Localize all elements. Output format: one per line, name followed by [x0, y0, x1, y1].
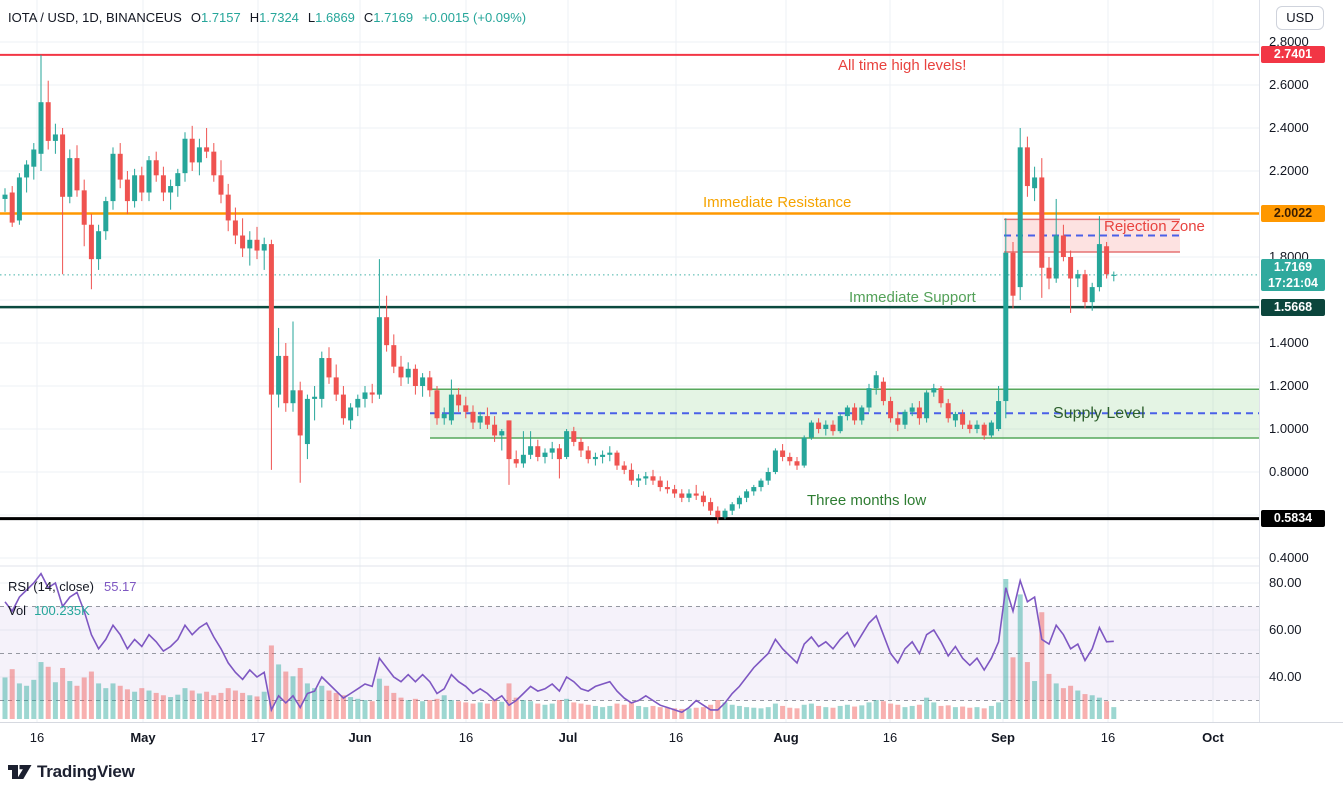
price-level-badge: 2.0022 [1261, 205, 1325, 223]
symbol-title[interactable]: IOTA / USD, 1D, BINANCEUS [8, 10, 182, 25]
change-value: +0.0015 (+0.09%) [422, 10, 527, 25]
rsi-value: 55.17 [103, 579, 137, 594]
rsi-legend-row[interactable]: RSI (14, close) 55.17 [8, 575, 137, 599]
time-tick: Jul [558, 730, 578, 745]
time-tick: May [130, 730, 156, 745]
ohlc-low-value: 1.6869 [315, 10, 355, 25]
price-axis[interactable]: 2.8000 2.6000 2.4000 2.2000 1.8000 1.4000 1.20… [1259, 0, 1343, 750]
ohlc-open-label: O [190, 10, 201, 25]
rsi-tick: 40.00 [1269, 669, 1302, 684]
time-tick: 16 [668, 730, 684, 745]
ohlc-open-value: 1.7157 [200, 10, 241, 25]
time-tick: Oct [1202, 730, 1224, 745]
price-tick: 1.2000 [1269, 378, 1309, 393]
price-tick: 0.8000 [1269, 464, 1309, 479]
rsi-tick: 80.00 [1269, 575, 1302, 590]
time-tick: 17 [250, 730, 266, 745]
immediate-support-label[interactable]: Immediate Support [849, 289, 976, 306]
price-tick: 1.4000 [1269, 335, 1309, 350]
tradingview-logo[interactable]: TradingView [8, 762, 135, 782]
price-tick: 0.4000 [1269, 550, 1309, 565]
price-level-badge: 0.5834 [1261, 510, 1325, 528]
time-tick: 16 [882, 730, 898, 745]
rejection-zone-label[interactable]: Rejection Zone [1104, 218, 1205, 235]
price-level-badge: 1.5668 [1261, 298, 1325, 316]
ath-label[interactable]: All time high levels! [838, 57, 967, 74]
bar-countdown: 17:21:04 [1267, 275, 1319, 290]
price-tick: 2.6000 [1269, 77, 1309, 92]
time-tick: Jun [348, 730, 372, 745]
time-tick: 16 [458, 730, 474, 745]
volume-legend-row[interactable]: Vol 100.235K [8, 599, 137, 623]
ohlc-high-value: 1.7324 [259, 10, 299, 25]
price-level-badge: 2.7401 [1261, 46, 1325, 64]
supply-level-label[interactable]: Supply Level [1053, 405, 1145, 422]
symbol-legend: IOTA / USD, 1D, BINANCEUS O1.7157 H1.7324 L… [8, 10, 526, 25]
price-tick: 1.0000 [1269, 421, 1309, 436]
currency-toggle-button[interactable]: USD [1276, 6, 1324, 30]
immediate-resistance-label[interactable]: Immediate Resistance [703, 194, 852, 211]
time-tick: 16 [1100, 730, 1116, 745]
time-tick: Aug [773, 730, 799, 745]
current-price-badge: 1.7169 17:21:04 [1261, 258, 1325, 291]
price-tick: 2.8000 [1269, 34, 1309, 49]
price-tick: 2.4000 [1269, 120, 1309, 135]
ohlc-low-label: L [307, 10, 316, 25]
tradingview-logo-icon [8, 764, 32, 779]
volume-label[interactable]: Vol [8, 603, 27, 618]
rsi-tick: 60.00 [1269, 622, 1302, 637]
ohlc-close-value: 1.7169 [373, 10, 414, 25]
indicator-legend: RSI (14, close) 55.17 Vol 100.235K [8, 575, 137, 623]
ohlc-high-label: H [249, 10, 260, 25]
ohlc-close-label: C [363, 10, 374, 25]
tradingview-logo-text: TradingView [37, 762, 135, 781]
three-months-low-label[interactable]: Three months low [807, 492, 927, 509]
time-axis[interactable]: 16 May 17 Jun 16 Jul 16 Aug 16 Sep 16 Oct [0, 722, 1343, 751]
rsi-label[interactable]: RSI (14, close) [8, 579, 94, 594]
time-tick: Sep [991, 730, 1015, 745]
time-tick: 16 [29, 730, 45, 745]
price-tick: 2.2000 [1269, 163, 1309, 178]
volume-value: 100.235K [34, 603, 90, 618]
